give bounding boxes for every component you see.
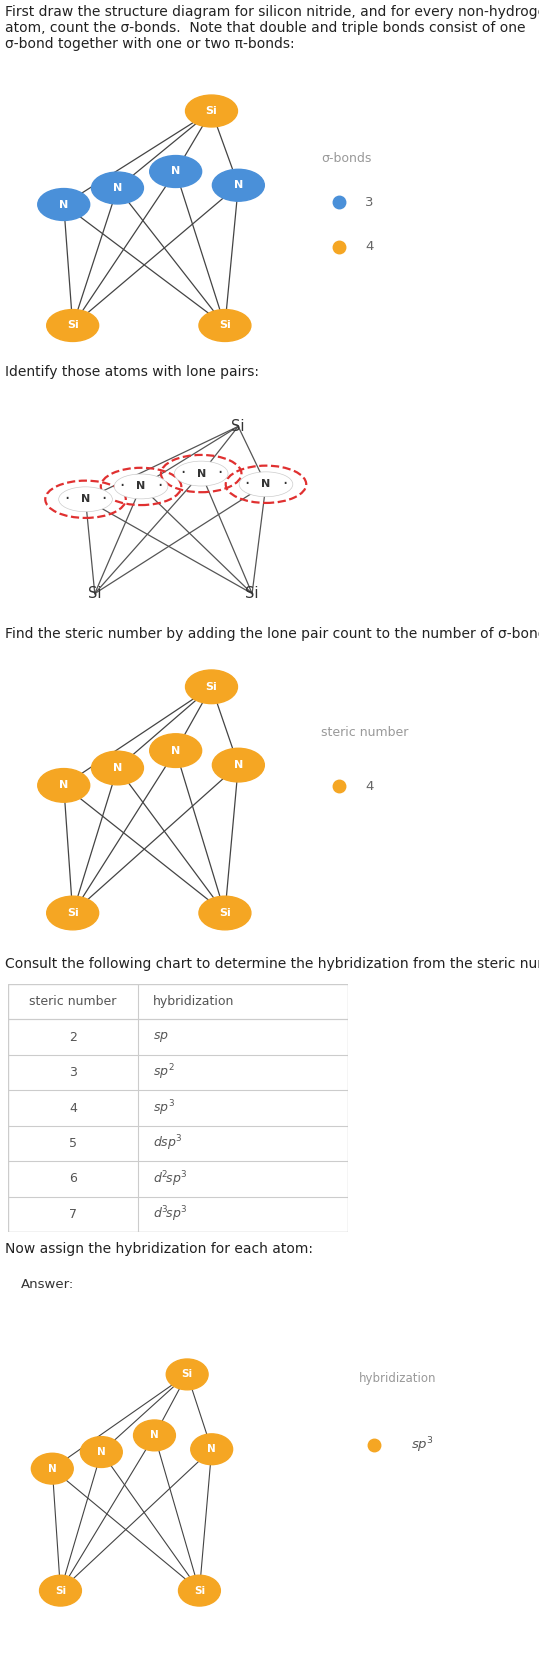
Circle shape	[212, 170, 264, 201]
Text: N: N	[234, 179, 243, 189]
Text: N: N	[197, 469, 206, 479]
Text: Identify those atoms with lone pairs:: Identify those atoms with lone pairs:	[5, 366, 259, 379]
Text: N: N	[261, 479, 271, 489]
Text: Si: Si	[67, 321, 79, 331]
Circle shape	[59, 487, 112, 512]
Text: 4: 4	[365, 241, 374, 254]
Circle shape	[199, 309, 251, 341]
Text: ·: ·	[102, 490, 107, 509]
Circle shape	[199, 896, 251, 929]
Text: Si: Si	[231, 419, 245, 434]
Text: $\mathit{d}^3\!\mathit{sp}^3$: $\mathit{d}^3\!\mathit{sp}^3$	[153, 1205, 188, 1225]
Circle shape	[134, 1419, 175, 1451]
Circle shape	[174, 460, 228, 485]
Text: N: N	[171, 746, 181, 756]
Text: Si: Si	[219, 321, 231, 331]
Circle shape	[185, 95, 238, 126]
Text: N: N	[97, 1448, 106, 1458]
Circle shape	[31, 1453, 73, 1484]
Text: ·: ·	[180, 464, 185, 482]
Text: Si: Si	[205, 106, 217, 116]
Circle shape	[38, 188, 89, 221]
Text: 3: 3	[365, 196, 374, 208]
Text: ·: ·	[217, 464, 223, 482]
Circle shape	[47, 896, 99, 929]
Text: N: N	[113, 183, 122, 193]
Text: N: N	[171, 166, 181, 176]
Text: N: N	[136, 482, 146, 492]
Text: ·: ·	[64, 490, 70, 509]
Text: 6: 6	[69, 1172, 77, 1185]
Circle shape	[178, 1576, 220, 1605]
Text: N: N	[113, 763, 122, 773]
Text: Si: Si	[219, 907, 231, 917]
Text: N: N	[59, 781, 68, 791]
Text: $\mathit{d}^2\!\mathit{sp}^3$: $\mathit{d}^2\!\mathit{sp}^3$	[153, 1168, 188, 1188]
Text: Find the steric number by adding the lone pair count to the number of σ-bonds:: Find the steric number by adding the lon…	[5, 627, 539, 642]
Text: N: N	[81, 494, 90, 504]
Circle shape	[114, 474, 168, 499]
Text: Si: Si	[67, 907, 79, 917]
Text: 2: 2	[69, 1030, 77, 1044]
Text: hybridization: hybridization	[358, 1371, 436, 1384]
Text: Si: Si	[245, 587, 259, 602]
Circle shape	[150, 735, 202, 768]
Text: First draw the structure diagram for silicon nitride, and for every non-hydrogen: First draw the structure diagram for sil…	[5, 5, 539, 52]
Text: Now assign the hybridization for each atom:: Now assign the hybridization for each at…	[5, 1242, 313, 1256]
Text: ·: ·	[245, 475, 250, 494]
Circle shape	[47, 309, 99, 341]
Text: $\mathit{dsp}^3$: $\mathit{dsp}^3$	[153, 1133, 183, 1153]
Text: ·: ·	[282, 475, 287, 494]
Circle shape	[150, 156, 202, 188]
Circle shape	[38, 768, 89, 803]
Circle shape	[185, 670, 238, 703]
Text: 7: 7	[69, 1208, 77, 1222]
Text: 5: 5	[69, 1137, 77, 1150]
Text: 4: 4	[365, 779, 374, 793]
Text: Si: Si	[194, 1586, 205, 1596]
Text: ·: ·	[157, 477, 162, 495]
Text: N: N	[59, 199, 68, 209]
Text: Consult the following chart to determine the hybridization from the steric numbe: Consult the following chart to determine…	[5, 957, 539, 971]
Text: Si: Si	[205, 681, 217, 691]
Text: $\mathit{sp}^3$: $\mathit{sp}^3$	[153, 1099, 175, 1119]
Text: N: N	[150, 1431, 159, 1441]
Circle shape	[92, 173, 143, 204]
Text: ·: ·	[120, 477, 125, 495]
Text: $\mathit{sp}^2$: $\mathit{sp}^2$	[153, 1062, 175, 1082]
Text: N: N	[208, 1444, 216, 1454]
Text: steric number: steric number	[321, 726, 409, 740]
Text: 3: 3	[69, 1065, 77, 1079]
Text: σ-bonds: σ-bonds	[321, 153, 371, 166]
Text: steric number: steric number	[29, 996, 116, 1009]
Circle shape	[191, 1434, 233, 1464]
Text: $\mathit{sp}$: $\mathit{sp}$	[153, 1030, 169, 1044]
Text: Answer:: Answer:	[21, 1278, 74, 1291]
Circle shape	[80, 1436, 122, 1468]
Text: $sp^3$: $sp^3$	[411, 1436, 434, 1454]
Text: N: N	[234, 760, 243, 770]
Circle shape	[212, 748, 264, 781]
Text: Si: Si	[182, 1369, 193, 1379]
Text: hybridization: hybridization	[153, 996, 234, 1009]
Text: Si: Si	[55, 1586, 66, 1596]
Text: 4: 4	[69, 1102, 77, 1115]
Text: N: N	[48, 1464, 57, 1474]
Text: Si: Si	[88, 587, 101, 602]
Circle shape	[239, 472, 293, 497]
Circle shape	[166, 1360, 208, 1389]
Circle shape	[92, 751, 143, 784]
Circle shape	[39, 1576, 81, 1605]
